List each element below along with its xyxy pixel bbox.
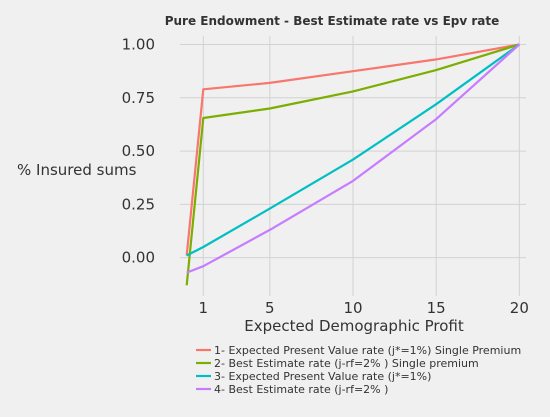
x-tick-label: 1 bbox=[199, 299, 209, 317]
legend: 1- Expected Present Value rate (j*=1%) S… bbox=[196, 344, 521, 396]
chart-title: Pure Endowment - Best Estimate rate vs E… bbox=[165, 14, 500, 28]
legend-label-4: 4- Best Estimate rate (j-rf=2% ) bbox=[214, 383, 388, 396]
y-tick-label: 0.25 bbox=[122, 195, 155, 213]
grid-lines bbox=[180, 36, 526, 296]
series-line-4 bbox=[186, 43, 521, 274]
tick-labels: 0.000.250.500.751.001 5 10 15 20 bbox=[122, 36, 529, 317]
x-tick-label: 15 bbox=[427, 299, 446, 317]
y-tick-label: 0.00 bbox=[122, 249, 155, 267]
y-tick-label: 0.50 bbox=[122, 142, 155, 160]
series-line-2 bbox=[185, 43, 520, 286]
x-tick-label: 20 bbox=[510, 299, 529, 317]
x-axis-label: Expected Demographic Profit bbox=[244, 317, 464, 335]
series-line-1 bbox=[185, 43, 520, 256]
legend-label-2: 2- Best Estimate rate (j-rf=2% ) Single … bbox=[214, 357, 479, 370]
legend-label-1: 1- Expected Present Value rate (j*=1%) S… bbox=[214, 344, 521, 357]
y-tick-label: 1.00 bbox=[122, 36, 155, 54]
y-tick-label: 0.75 bbox=[122, 89, 155, 107]
y-axis-label: % Insured sums bbox=[17, 161, 137, 179]
series-lines bbox=[185, 43, 521, 286]
series-line-3 bbox=[186, 43, 520, 257]
x-tick-label: 5 bbox=[265, 299, 275, 317]
legend-label-3: 3- Expected Present Value rate (j*=1%) bbox=[214, 370, 431, 383]
x-tick-label: 10 bbox=[343, 299, 362, 317]
